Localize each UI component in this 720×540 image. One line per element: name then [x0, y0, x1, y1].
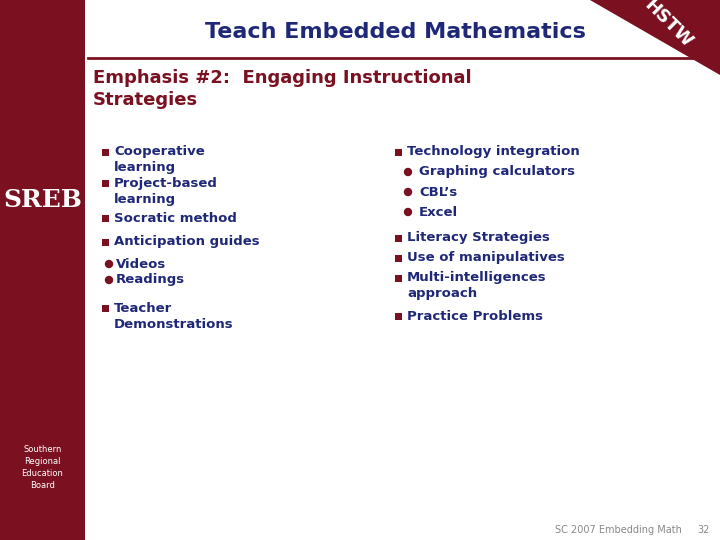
Text: 32: 32	[698, 525, 710, 535]
Text: Literacy Strategies: Literacy Strategies	[407, 232, 550, 245]
Text: Project-based: Project-based	[114, 177, 218, 190]
Text: SREB: SREB	[3, 188, 82, 212]
Text: Regional: Regional	[24, 457, 60, 467]
Text: Multi-intelligences: Multi-intelligences	[407, 272, 546, 285]
Text: Graphing calculators: Graphing calculators	[419, 165, 575, 179]
Text: Videos: Videos	[116, 258, 166, 271]
Circle shape	[106, 276, 112, 284]
Text: Demonstrations: Demonstrations	[114, 318, 233, 330]
Bar	[102, 148, 109, 156]
Text: SC 2007 Embedding Math: SC 2007 Embedding Math	[555, 525, 682, 535]
Bar	[102, 305, 109, 312]
Text: HSTW: HSTW	[640, 0, 696, 52]
Circle shape	[405, 208, 412, 215]
Text: Teacher: Teacher	[114, 301, 172, 314]
Bar	[395, 234, 402, 241]
Bar	[395, 274, 402, 281]
Text: Strategies: Strategies	[93, 91, 198, 109]
Bar	[102, 239, 109, 246]
Text: learning: learning	[114, 161, 176, 174]
Text: learning: learning	[114, 192, 176, 206]
Bar	[102, 214, 109, 221]
Bar	[395, 148, 402, 156]
Text: approach: approach	[407, 287, 477, 300]
Bar	[102, 179, 109, 186]
Circle shape	[405, 188, 412, 195]
Text: Technology integration: Technology integration	[407, 145, 580, 159]
Bar	[395, 254, 402, 261]
Text: Board: Board	[30, 482, 55, 490]
Text: Anticipation guides: Anticipation guides	[114, 235, 260, 248]
Text: Socratic method: Socratic method	[114, 212, 237, 225]
Text: CBL’s: CBL’s	[419, 186, 457, 199]
Text: Excel: Excel	[419, 206, 458, 219]
Text: Emphasis #2:  Engaging Instructional: Emphasis #2: Engaging Instructional	[93, 69, 472, 87]
Circle shape	[405, 168, 412, 176]
Bar	[0, 0, 85, 540]
Bar	[395, 313, 402, 320]
Text: Teach Embedded Mathematics: Teach Embedded Mathematics	[204, 22, 585, 42]
Circle shape	[106, 260, 112, 267]
Text: Education: Education	[22, 469, 63, 478]
Text: Practice Problems: Practice Problems	[407, 309, 543, 322]
Text: Use of manipulatives: Use of manipulatives	[407, 252, 564, 265]
Text: Cooperative: Cooperative	[114, 145, 204, 159]
Text: Readings: Readings	[116, 273, 185, 287]
Polygon shape	[590, 0, 720, 75]
Text: Southern: Southern	[23, 446, 62, 455]
